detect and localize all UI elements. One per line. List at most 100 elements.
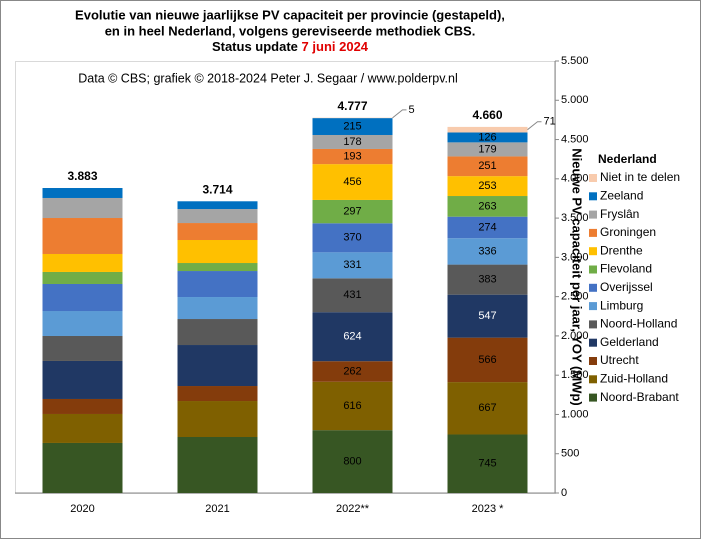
chart-title: Evolutie van nieuwe jaarlijkse PV capaci…	[75, 7, 505, 22]
bar-segment	[312, 312, 393, 362]
bar-segment	[447, 156, 528, 177]
data-label: 297	[343, 206, 361, 218]
legend-swatch	[589, 192, 597, 201]
title-part: Status update	[212, 39, 298, 54]
bar-segment	[312, 118, 393, 135]
data-label: 178	[343, 136, 361, 148]
legend-label: Zuid-Holland	[600, 371, 668, 385]
y-tick-label: 5.000	[561, 94, 589, 106]
x-tick-label: 2021	[205, 503, 229, 515]
legend-label: Gelderland	[600, 335, 659, 349]
bar-segment	[42, 311, 123, 336]
bar-segment	[447, 176, 528, 197]
bar-segment	[312, 252, 393, 279]
data-label: 800	[343, 455, 361, 467]
bar-segment	[177, 240, 258, 264]
bar-segment	[312, 361, 393, 382]
data-label: 71	[544, 116, 556, 128]
y-tick-label: 3.000	[561, 251, 589, 263]
chart-title: en in heel Nederland, volgens gereviseer…	[105, 23, 476, 38]
data-label: 566	[478, 354, 496, 366]
y-tick-label: 3.500	[561, 212, 589, 224]
legend-title: Nederland	[598, 152, 657, 166]
bar-segment	[177, 345, 258, 387]
y-tick-label: 5.500	[561, 55, 589, 67]
data-label: 431	[343, 289, 361, 301]
bar-segment	[177, 319, 258, 346]
y-tick-label: 2.000	[561, 330, 589, 342]
bar-segment	[312, 164, 393, 200]
y-tick-label: 0	[561, 487, 567, 499]
data-label: 193	[343, 150, 361, 162]
bar-segment	[447, 142, 528, 157]
bar-segment	[42, 360, 123, 399]
data-label: 383	[478, 274, 496, 286]
legend-label: Utrecht	[600, 353, 639, 367]
data-label: 263	[478, 200, 496, 212]
leader-line	[527, 121, 542, 131]
data-label: 547	[478, 310, 496, 322]
bar-segment	[312, 148, 393, 165]
data-label: 215	[343, 120, 361, 132]
data-label: 253	[478, 180, 496, 192]
legend-label: Fryslân	[600, 207, 639, 221]
data-label: 274	[478, 221, 496, 233]
bar-segment	[312, 381, 393, 431]
y-tick-label: 1.500	[561, 369, 589, 381]
total-label: 3.883	[67, 169, 97, 183]
bar-segment	[42, 271, 123, 284]
bar-segment	[447, 126, 528, 133]
data-label: 616	[343, 400, 361, 412]
bar-segment	[447, 382, 528, 435]
bar-segment	[177, 201, 258, 210]
bar-segment	[447, 196, 528, 217]
bar-segment	[447, 434, 528, 493]
legend-label: Flevoland	[600, 262, 652, 276]
total-label: 4.660	[472, 108, 502, 122]
legend-swatch	[589, 228, 597, 237]
legend-label: Niet in te delen	[600, 170, 680, 184]
bar-segment	[42, 442, 123, 493]
bar-segment	[177, 271, 258, 298]
bar-segment	[42, 188, 123, 198]
legend-label: Overijssel	[600, 280, 653, 294]
data-label: 667	[478, 402, 496, 414]
y-tick-label: 4.500	[561, 133, 589, 145]
bar-segment	[312, 278, 393, 313]
leader-line	[392, 109, 407, 119]
bar-segment	[177, 263, 258, 272]
bar-segment	[42, 197, 123, 219]
data-label: 126	[478, 131, 496, 143]
legend-label: Groningen	[600, 225, 656, 239]
bar-segment	[447, 294, 528, 338]
bar-segment	[312, 134, 393, 149]
bar-segment	[447, 264, 528, 295]
bar-segment	[42, 335, 123, 361]
data-label: 745	[478, 458, 496, 470]
bar-segment	[42, 398, 123, 414]
x-tick-label: 2020	[70, 503, 94, 515]
bar-segment	[447, 238, 528, 265]
bar-segment	[312, 199, 393, 224]
legend-swatch	[589, 174, 597, 182]
legend-swatch	[589, 375, 597, 384]
data-label: 331	[343, 259, 361, 271]
title-date: 7 juni 2024	[302, 39, 369, 54]
legend-swatch	[589, 265, 597, 274]
bar-segment	[447, 216, 528, 239]
x-tick-label: 2022**	[336, 503, 370, 515]
legend-swatch	[589, 357, 597, 365]
y-tick-label: 500	[561, 448, 579, 460]
bar-segment	[447, 337, 528, 383]
bar-segment	[42, 218, 123, 254]
chart-title: Status update 7 juni 2024	[212, 39, 369, 54]
legend-label: Noord-Brabant	[600, 390, 679, 404]
data-label: 5	[409, 104, 415, 116]
data-label: 179	[478, 143, 496, 155]
annotation: Data © CBS; grafiek © 2018-2024 Peter J.…	[78, 71, 458, 85]
data-label: 336	[478, 245, 496, 257]
total-label: 4.777	[337, 99, 367, 113]
y-tick-label: 4.000	[561, 173, 589, 185]
bar-segment	[177, 401, 258, 437]
data-label: 624	[343, 331, 361, 343]
